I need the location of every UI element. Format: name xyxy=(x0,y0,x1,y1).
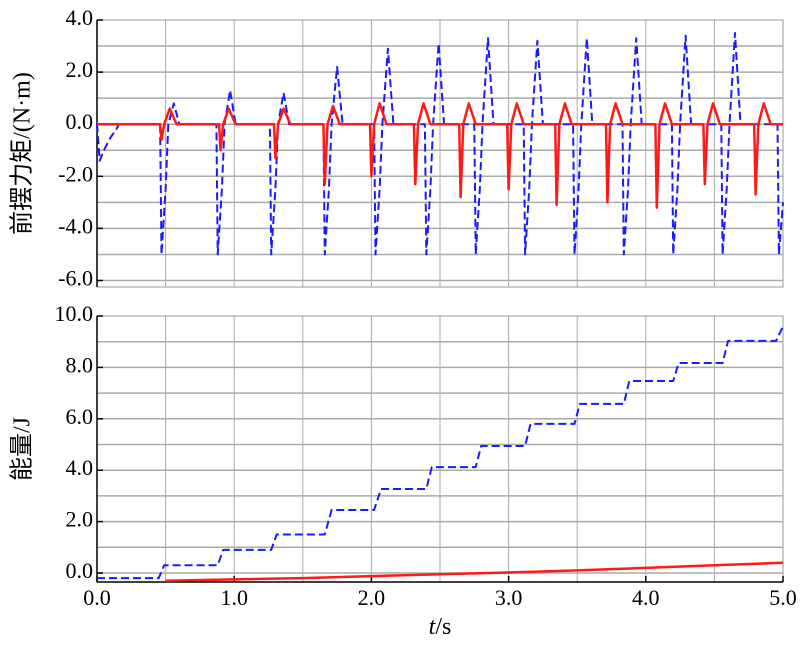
series-line xyxy=(97,325,784,580)
y-tick-label: -6.0 xyxy=(58,266,93,291)
y-tick-label: 0.0 xyxy=(66,558,94,583)
series-line xyxy=(165,561,784,582)
y-tick-label: 6.0 xyxy=(66,404,94,429)
x-label-unit: /s xyxy=(435,614,451,640)
x-axis-label: t/s xyxy=(429,614,452,640)
x-tick-label: 5.0 xyxy=(769,585,797,610)
x-tick-label: 1.0 xyxy=(220,585,248,610)
x-tick-label: 3.0 xyxy=(495,585,523,610)
y-tick-label: -4.0 xyxy=(58,213,93,238)
y-axis-label: 能量/J xyxy=(9,417,36,481)
y-tick-label: 2.0 xyxy=(66,57,94,82)
x-tick-label: 4.0 xyxy=(632,585,660,610)
series-line xyxy=(96,32,784,256)
x-tick-label: 2.0 xyxy=(358,585,386,610)
y-tick-label: 0.0 xyxy=(66,109,94,134)
y-tick-label: 10.0 xyxy=(55,301,94,326)
x-tick-label: 0.0 xyxy=(83,585,111,610)
x-label-var: t xyxy=(429,614,437,640)
y-tick-label: -2.0 xyxy=(58,161,93,186)
y-tick-label: 2.0 xyxy=(66,507,94,532)
y-tick-label: 8.0 xyxy=(66,352,94,377)
y-tick-label: 4.0 xyxy=(66,5,94,30)
y-tick-label: 4.0 xyxy=(66,455,94,480)
y-axis-label: 前摆力矩/(N·m) xyxy=(9,72,36,235)
series-line xyxy=(97,102,783,209)
